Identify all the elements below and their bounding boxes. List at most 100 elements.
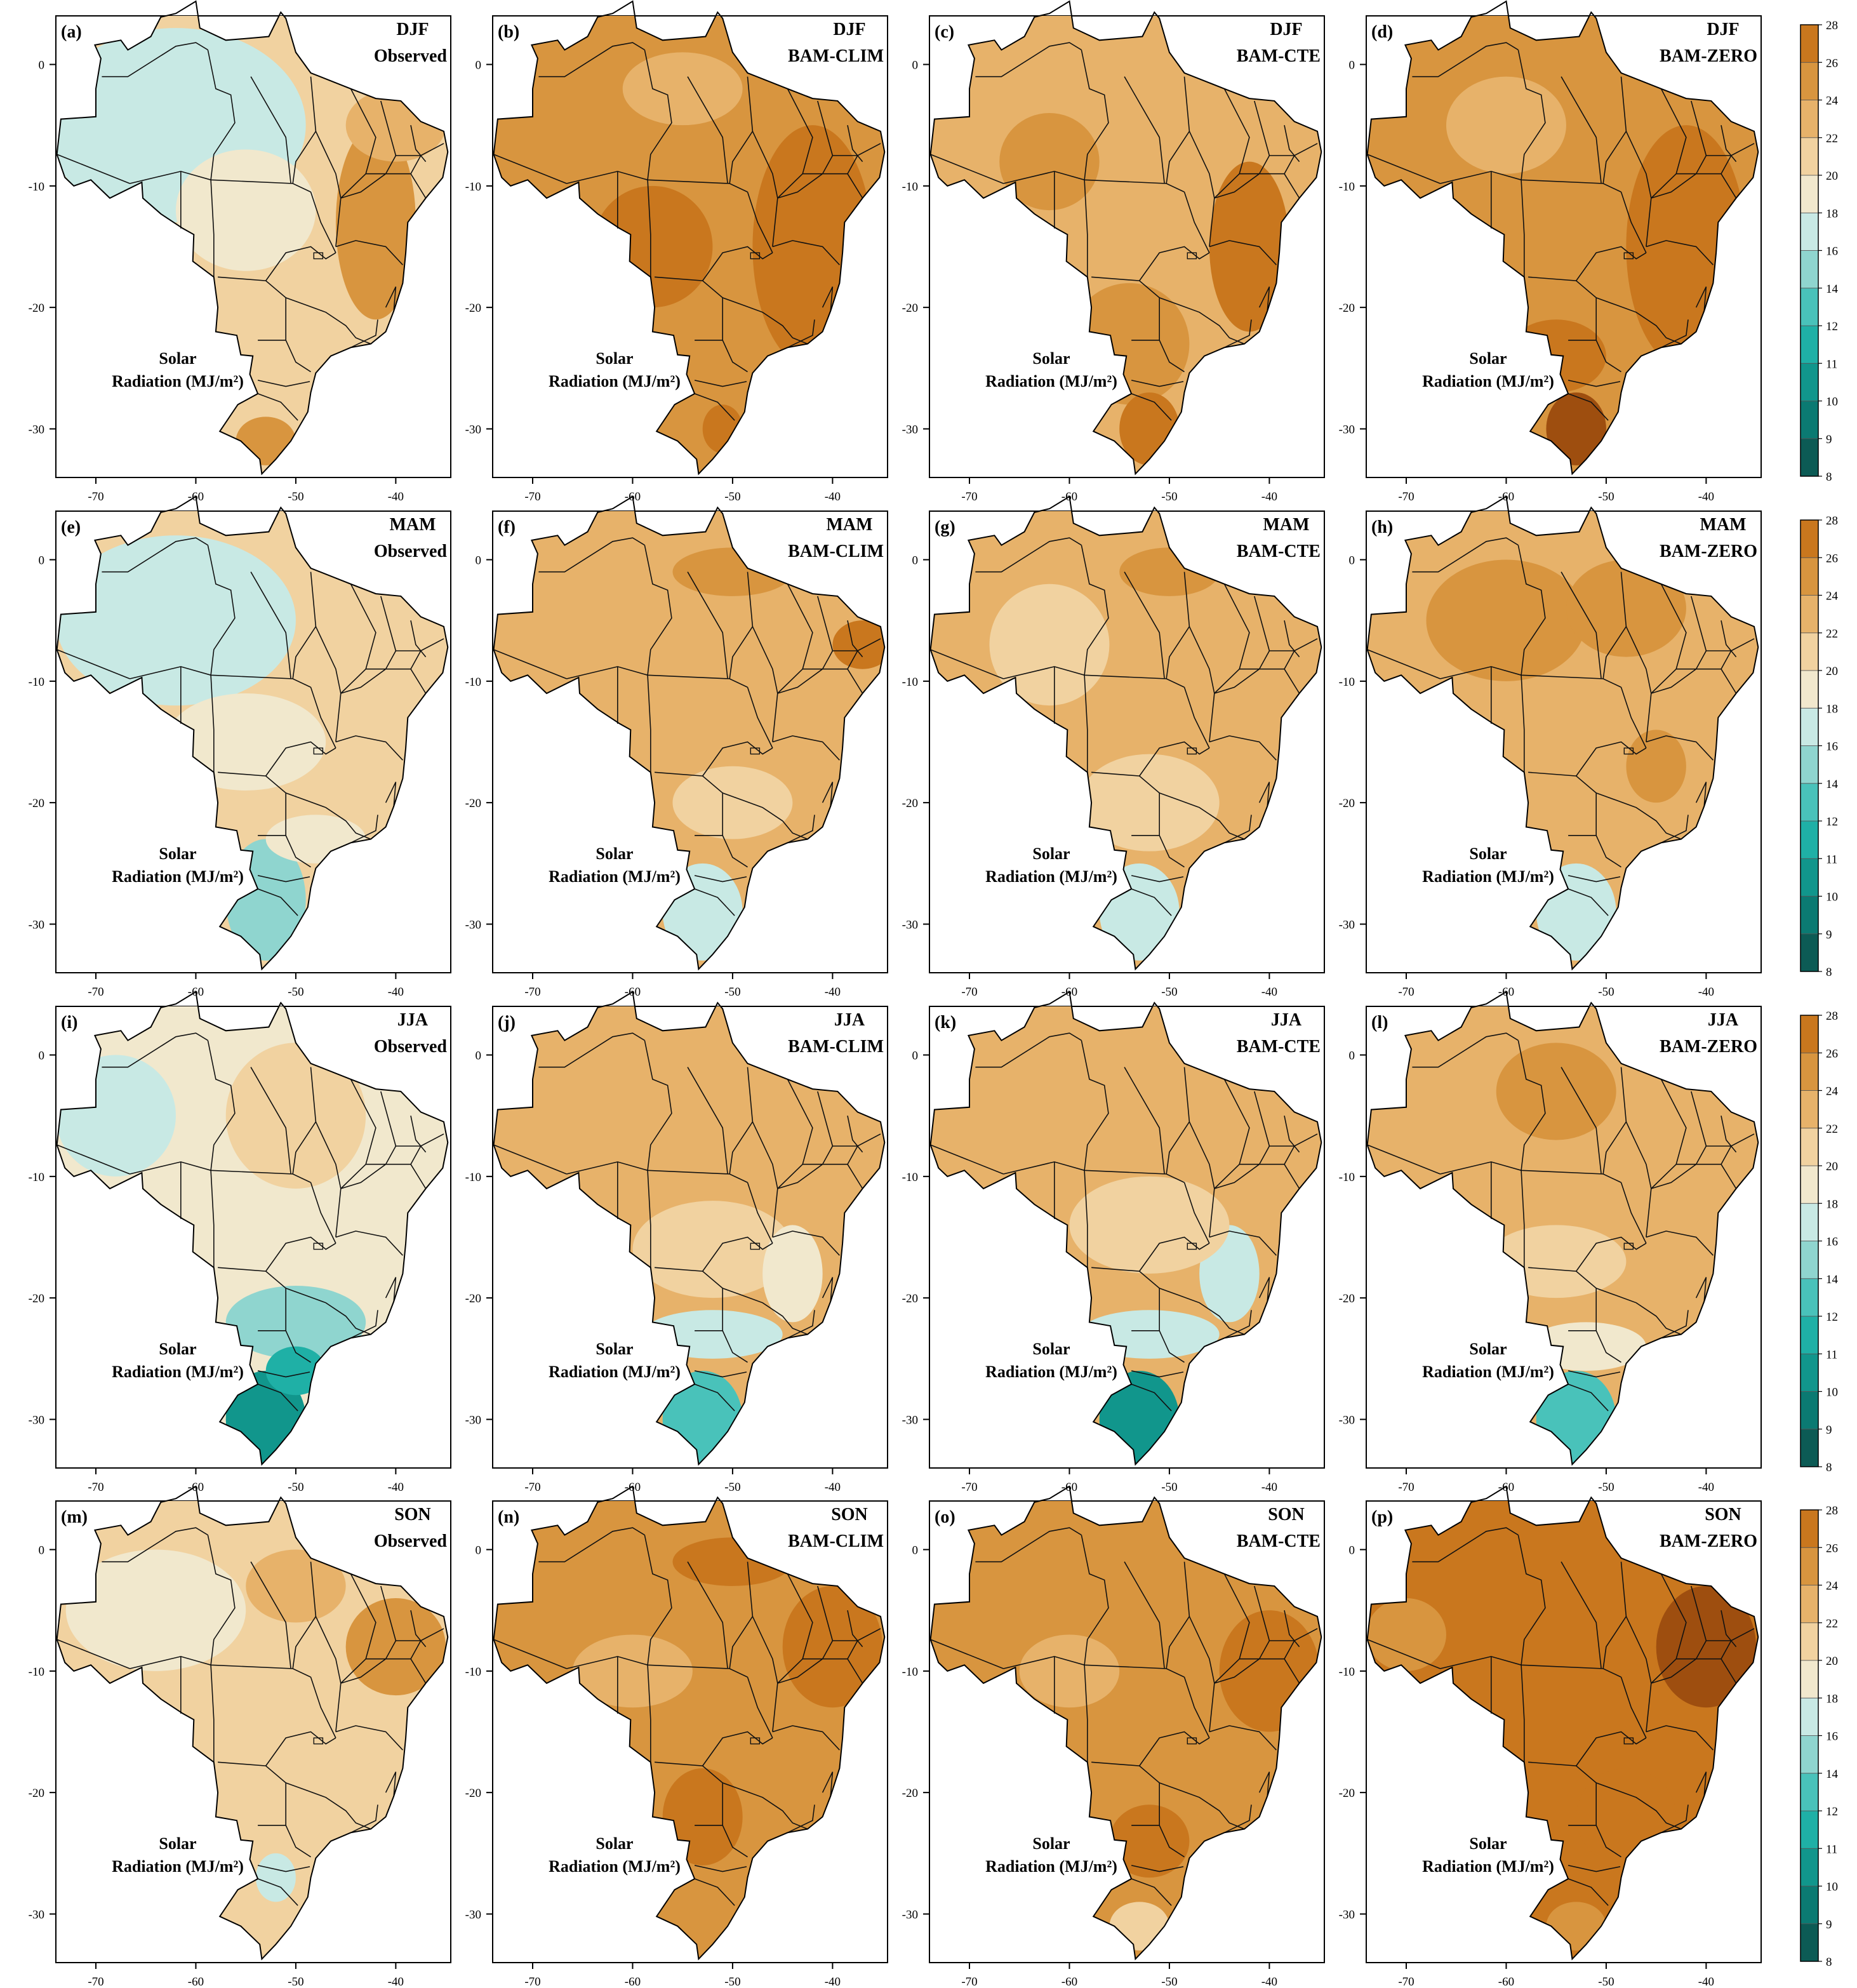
state-border [1239, 596, 1270, 670]
state-border [1646, 1725, 1714, 1751]
state-border [285, 1782, 371, 1830]
panel-id-label: (p) [1371, 1507, 1393, 1527]
lat-tick-label: -30 [465, 1908, 481, 1921]
solar-label: Solar [596, 349, 633, 368]
state-border [975, 42, 1082, 77]
state-border [975, 537, 1082, 573]
lon-tick-label: -50 [288, 985, 303, 999]
field-contour-region [762, 1225, 823, 1323]
state-border [1595, 297, 1682, 345]
colorbar-segment [1800, 745, 1819, 784]
state-border [1721, 125, 1737, 163]
state-border [787, 815, 815, 844]
map-panel-h: -70 -60 -50 -400-10-20-30(h) MAMBAM-ZEROSola… [1339, 495, 1762, 999]
colorbar-tick-label: 9 [1826, 433, 1832, 446]
state-border [647, 675, 651, 773]
panel-id-label: (f) [498, 517, 516, 537]
state-border [1412, 1032, 1519, 1068]
colorbar-segment [1800, 24, 1819, 63]
state-border [1131, 1878, 1172, 1906]
colorbar-segment [1800, 1353, 1819, 1392]
colorbar-segment [1800, 896, 1819, 935]
lon-tick-label: -50 [1161, 1975, 1177, 1988]
lon-tick-label: -40 [1261, 490, 1277, 504]
colorbar-segment [1800, 595, 1819, 634]
state-border [410, 1116, 427, 1153]
state-border [315, 131, 342, 247]
state-border [1620, 192, 1647, 253]
state-border [787, 319, 815, 349]
data-source-label: Observed [374, 1037, 448, 1057]
state-border [1284, 620, 1300, 658]
state-border [1576, 741, 1647, 777]
state-border [335, 1231, 403, 1256]
state-border [1258, 782, 1270, 806]
state-border [258, 1330, 311, 1363]
lat-tick-label: -20 [1339, 1787, 1355, 1800]
colorbar-segment [1800, 1773, 1819, 1811]
map-panel-c: -70 -60 -50 -400-10-20-30(c) DJFBAM-CTESolar… [902, 0, 1325, 504]
state-border [777, 668, 848, 694]
season-label: DJF [1270, 20, 1302, 39]
lon-tick-label: -50 [724, 1975, 740, 1988]
state-border [777, 1079, 813, 1189]
state-border [1081, 545, 1109, 676]
lat-tick-label: -10 [1339, 180, 1355, 194]
state-border [777, 88, 813, 199]
map-panel-i: -70 -60 -50 -400-10-20-30(i) JJAObservedSola… [29, 991, 451, 1494]
federal-district-border [1623, 1243, 1634, 1250]
lon-tick-label: -70 [961, 985, 977, 999]
state-border [285, 792, 371, 840]
state-border [350, 1310, 378, 1339]
field-contour-region [225, 1043, 366, 1189]
state-border [1084, 180, 1088, 277]
state-border [1661, 815, 1689, 844]
state-border [655, 771, 723, 836]
lat-tick-label: -20 [902, 1292, 918, 1305]
state-border [1651, 1658, 1721, 1684]
state-border [1517, 50, 1546, 180]
state-border [335, 735, 403, 761]
map-panel-b: -70 -60 -50 -400-10-20-30(b) DJFBAM-CLIMSola… [465, 0, 888, 504]
map-panel-k: -70 -60 -50 -400-10-20-30(k) JJABAM-CTESolar… [902, 991, 1325, 1494]
state-border [644, 1535, 672, 1665]
solar-label: Solar [596, 1834, 633, 1853]
state-border [1595, 1782, 1682, 1830]
lat-tick-label: -30 [465, 918, 481, 931]
lat-tick-label: 0 [1349, 1544, 1355, 1558]
state-border [1625, 1616, 1652, 1732]
colorbar-segment [1800, 401, 1819, 439]
colorbar-tick-label: 9 [1826, 1424, 1832, 1437]
state-border [335, 1725, 403, 1751]
solar-label: Solar [596, 844, 633, 863]
state-border [729, 76, 754, 184]
state-border [702, 1731, 773, 1766]
state-border [315, 1616, 342, 1732]
state-border [102, 537, 208, 573]
state-border [257, 875, 310, 883]
lon-tick-label: -70 [961, 490, 977, 504]
lat-tick-label: -20 [902, 302, 918, 315]
state-border [647, 1170, 651, 1268]
panel-id-label: (b) [498, 22, 519, 42]
lat-tick-label: -10 [29, 1171, 44, 1184]
data-source-label: BAM-CTE [1237, 1037, 1321, 1057]
state-border [350, 815, 378, 844]
state-border [687, 571, 728, 679]
state-border [218, 1761, 286, 1825]
state-border [822, 1771, 834, 1796]
state-border [1602, 1561, 1627, 1669]
state-border [207, 1535, 236, 1665]
state-border [1721, 1116, 1737, 1153]
lon-tick-label: -70 [88, 985, 103, 999]
state-border [1528, 1761, 1597, 1825]
state-border [1284, 125, 1300, 163]
colorbar-row-1: 8 9 10 11 12 14 16 18 20 22 24 26 28 [1800, 19, 1839, 484]
colorbar-tick-label: 22 [1826, 1617, 1838, 1631]
state-border [1651, 1163, 1721, 1189]
colorbar-row-4: 8 9 10 11 12 14 16 18 20 22 24 26 28 [1800, 1504, 1839, 1969]
state-border [802, 596, 834, 670]
state-border [1412, 537, 1519, 573]
state-border [787, 1805, 815, 1834]
colorbar-segment [1800, 1886, 1819, 1925]
